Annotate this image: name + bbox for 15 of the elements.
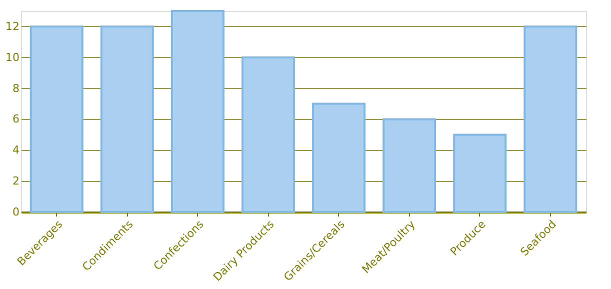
bar bbox=[453, 134, 507, 213]
bar bbox=[382, 118, 436, 213]
y-tick-label: 12 bbox=[6, 20, 20, 33]
y-tick-label: 10 bbox=[6, 50, 20, 64]
y-tick-label: 0 bbox=[12, 206, 20, 218]
bar bbox=[524, 25, 578, 213]
bar bbox=[170, 10, 224, 213]
bar bbox=[312, 102, 366, 213]
bar bbox=[30, 25, 84, 213]
y-tick-label: 4 bbox=[12, 144, 20, 157]
bar bbox=[100, 25, 154, 213]
y-tick-label: 8 bbox=[12, 82, 20, 95]
y-tick-label: 6 bbox=[12, 112, 20, 126]
bar bbox=[241, 56, 295, 213]
y-tick-label: 2 bbox=[12, 174, 20, 188]
